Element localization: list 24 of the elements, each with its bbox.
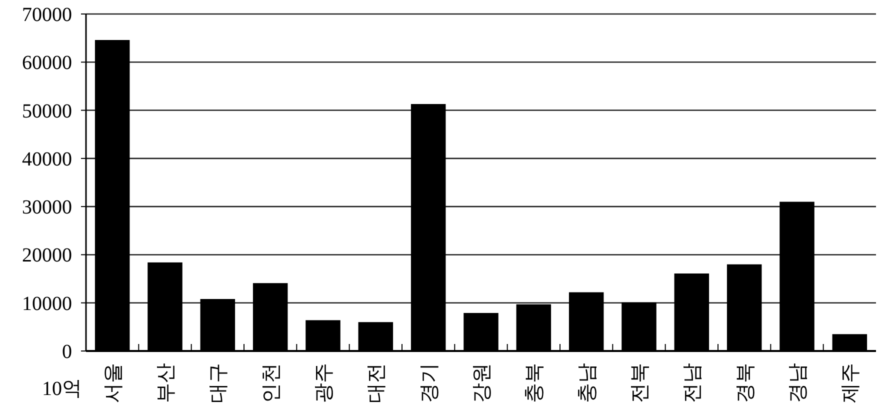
x-tick-label: 전남 bbox=[682, 363, 704, 403]
x-tick-label: 강원 bbox=[471, 363, 493, 403]
y-tick-label: 0 bbox=[62, 341, 72, 363]
y-tick-label: 30000 bbox=[22, 196, 72, 219]
x-tick-label: 전북 bbox=[629, 363, 651, 403]
x-tick-label: 부산 bbox=[155, 363, 177, 403]
x-tick-label: 인천 bbox=[260, 363, 282, 403]
x-tick-label: 대전 bbox=[366, 363, 388, 403]
x-tick-label: 경남 bbox=[787, 363, 809, 403]
x-tick-label: 서울 bbox=[102, 363, 124, 403]
x-tick-label: 충북 bbox=[524, 363, 546, 403]
x-tick-label: 경북 bbox=[734, 363, 756, 403]
y-tick-label: 50000 bbox=[22, 100, 72, 122]
x-tick-label: 경기 bbox=[418, 363, 440, 403]
x-tick-label: 충남 bbox=[576, 363, 598, 403]
y-tick-label: 10000 bbox=[22, 292, 72, 315]
y-tick-label: 60000 bbox=[22, 52, 72, 74]
y-tick-label: 40000 bbox=[22, 148, 72, 170]
y-tick-label: 70000 bbox=[22, 4, 72, 26]
x-tick-label: 광주 bbox=[313, 363, 335, 403]
y-axis-title: 10억 bbox=[42, 378, 82, 400]
y-tick-label: 20000 bbox=[22, 244, 72, 267]
x-tick-label: 제주 bbox=[840, 363, 862, 403]
x-tick-label: 대구 bbox=[208, 363, 230, 403]
